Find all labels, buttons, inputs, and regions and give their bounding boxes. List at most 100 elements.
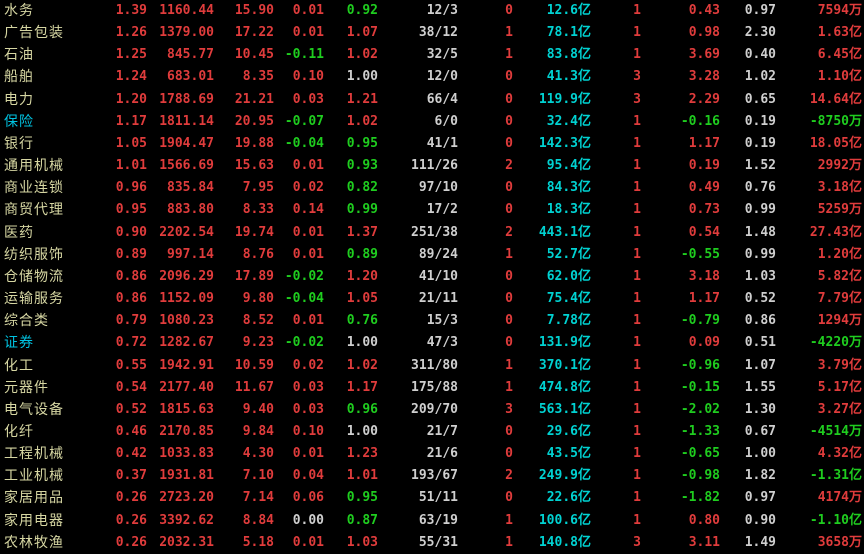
sector-name: 证券 xyxy=(4,335,34,352)
cell: 0.89 xyxy=(346,246,378,262)
table-row[interactable]: 纺织服饰 0.89 997.14 8.76 0.01 0.89 89/24 1 52.7亿 1 -0… xyxy=(0,244,864,266)
table-row[interactable]: 工程机械 0.42 1033.83 4.30 0.01 1.23 21/6 0 43.5亿 1 -0… xyxy=(0,443,864,465)
cell: 0.76 xyxy=(346,313,378,329)
cell: 29.6亿 xyxy=(546,423,591,439)
cell: 21.21 xyxy=(234,91,274,107)
cell: 95.4亿 xyxy=(546,158,591,174)
cell: 7.10 xyxy=(242,468,274,484)
cell: 1379.00 xyxy=(159,25,214,41)
cell: -4514万 xyxy=(809,423,862,439)
cell: 1 xyxy=(633,379,641,395)
cell: 2 xyxy=(505,158,513,174)
cell: 0.93 xyxy=(346,158,378,174)
cell: 15/3 xyxy=(426,313,458,329)
cell: 100.6亿 xyxy=(538,512,591,528)
table-row[interactable]: 综合类 0.79 1080.23 8.52 0.01 0.76 15/3 0 7.78亿 1 -0.… xyxy=(0,310,864,332)
cell: 1904.47 xyxy=(159,135,214,151)
sector-name: 综合类 xyxy=(4,313,49,330)
cell: 3 xyxy=(633,534,641,550)
cell: 0 xyxy=(505,313,513,329)
table-row[interactable]: 农林牧渔 0.26 2032.31 5.18 0.01 1.03 55/31 1 140.8亿 3… xyxy=(0,532,864,554)
cell: 1931.81 xyxy=(159,468,214,484)
cell: 1.30 xyxy=(744,401,776,417)
cell: 474.8亿 xyxy=(538,379,591,395)
sector-name: 家居用品 xyxy=(4,490,64,507)
cell: 5.17亿 xyxy=(817,379,862,395)
cell: 0.03 xyxy=(292,91,324,107)
cell: 1.01 xyxy=(346,468,378,484)
table-row[interactable]: 化工 0.55 1942.91 10.59 0.02 1.02 311/80 1 370.1亿 1… xyxy=(0,355,864,377)
table-row[interactable]: 广告包装 1.26 1379.00 17.22 0.01 1.07 38/12 1 78.1亿 1… xyxy=(0,22,864,44)
table-row[interactable]: 石油 1.25 845.77 10.45 -0.11 1.02 32/5 1 83.8亿 1 3.6… xyxy=(0,44,864,66)
cell: 1.02 xyxy=(346,47,378,63)
cell: 0.02 xyxy=(292,357,324,373)
cell: -0.04 xyxy=(284,291,324,307)
table-row[interactable]: 家用电器 0.26 3392.62 8.84 0.00 0.87 63/19 1 100.6亿 1… xyxy=(0,510,864,532)
cell: 1 xyxy=(633,47,641,63)
cell: 0.67 xyxy=(744,423,776,439)
cell: 0.01 xyxy=(292,313,324,329)
cell: 27.43亿 xyxy=(809,224,862,240)
cell: 1 xyxy=(633,224,641,240)
cell: 1.05 xyxy=(346,291,378,307)
cell: 6/0 xyxy=(434,113,458,129)
sector-name: 通用机械 xyxy=(4,158,64,175)
table-row[interactable]: 商业连锁 0.96 835.84 7.95 0.02 0.82 97/10 0 84.3亿 1 0.… xyxy=(0,177,864,199)
table-row[interactable]: 医药 0.90 2202.54 19.74 0.01 1.37 251/38 2 443.1亿 1… xyxy=(0,222,864,244)
table-row[interactable]: 化纤 0.46 2170.85 9.84 0.10 1.00 21/7 0 29.6亿 1 -1.3… xyxy=(0,421,864,443)
table-row[interactable]: 保险 1.17 1811.14 20.95 -0.07 1.02 6/0 0 32.4亿 1 -0.… xyxy=(0,111,864,133)
sector-name: 工程机械 xyxy=(4,446,64,463)
cell: 1.49 xyxy=(744,534,776,550)
table-row[interactable]: 银行 1.05 1904.47 19.88 -0.04 0.95 41/1 0 142.3亿 1 1… xyxy=(0,133,864,155)
table-row[interactable]: 家居用品 0.26 2723.20 7.14 0.06 0.95 51/11 0 22.6亿 1 -… xyxy=(0,487,864,509)
table-row[interactable]: 元器件 0.54 2177.40 11.67 0.03 1.17 175/88 1 474.8亿… xyxy=(0,377,864,399)
cell: 683.01 xyxy=(167,69,214,85)
cell: -0.15 xyxy=(680,379,720,395)
cell: 2723.20 xyxy=(159,490,214,506)
sector-name: 纺织服饰 xyxy=(4,246,64,263)
sector-name: 电力 xyxy=(4,91,34,108)
cell: 15.90 xyxy=(234,3,274,18)
cell: 1 xyxy=(633,291,641,307)
cell: 1.23 xyxy=(346,446,378,462)
cell: 7594万 xyxy=(817,3,862,18)
cell: 1 xyxy=(633,113,641,129)
table-row[interactable]: 电气设备 0.52 1815.63 9.40 0.03 0.96 209/70 3 563.1亿… xyxy=(0,399,864,421)
cell: 2202.54 xyxy=(159,224,214,240)
cell: 0 xyxy=(505,91,513,107)
cell: 0.01 xyxy=(292,3,324,18)
sector-name: 元器件 xyxy=(4,379,49,396)
cell: 1 xyxy=(633,25,641,41)
table-row[interactable]: 水务 1.39 1160.44 15.90 0.01 0.92 12/3 0 12.6亿 1 0.4… xyxy=(0,0,864,22)
table-row[interactable]: 船舶 1.24 683.01 8.35 0.10 1.00 12/0 0 41.3亿 3 3.28 1… xyxy=(0,66,864,88)
cell: 1.02 xyxy=(346,113,378,129)
cell: 1811.14 xyxy=(159,113,214,129)
cell: 18.05亿 xyxy=(809,135,862,151)
cell: 1.02 xyxy=(346,357,378,373)
table-row[interactable]: 工业机械 0.37 1931.81 7.10 0.04 1.01 193/67 2 249.9亿… xyxy=(0,465,864,487)
cell: 3.18 xyxy=(688,268,720,284)
cell: 41.3亿 xyxy=(546,69,591,85)
cell: 0.86 xyxy=(744,313,776,329)
cell: 0.26 xyxy=(115,534,147,550)
cell: 1.01 xyxy=(115,158,147,174)
cell: 0.52 xyxy=(115,401,147,417)
cell: -0.02 xyxy=(284,335,324,351)
table-row[interactable]: 商贸代理 0.95 883.80 8.33 0.14 0.99 17/2 0 18.3亿 1 0.7… xyxy=(0,199,864,221)
table-row[interactable]: 运输服务 0.86 1152.09 9.80 -0.04 1.05 21/11 0 75.4亿 1… xyxy=(0,288,864,310)
cell: 2 xyxy=(505,468,513,484)
cell: 0.37 xyxy=(115,468,147,484)
table-row[interactable]: 电力 1.20 1788.69 21.21 0.03 1.21 66/4 0 119.9亿 3 2.… xyxy=(0,89,864,111)
cell: 1.26 xyxy=(115,25,147,41)
cell: 0.86 xyxy=(115,291,147,307)
cell: 0.76 xyxy=(744,180,776,196)
table-row[interactable]: 通用机械 1.01 1566.69 15.63 0.01 0.93 111/26 2 95.4亿… xyxy=(0,155,864,177)
cell: 0.97 xyxy=(744,490,776,506)
table-row[interactable]: 证券 0.72 1282.67 9.23 -0.02 1.00 47/3 0 131.9亿 1 0.… xyxy=(0,332,864,354)
cell: 1 xyxy=(633,490,641,506)
cell: 0.80 xyxy=(688,512,720,528)
cell: 3 xyxy=(505,401,513,417)
table-row[interactable]: 仓储物流 0.86 2096.29 17.89 -0.02 1.20 41/10 0 62.0亿… xyxy=(0,266,864,288)
cell: 209/70 xyxy=(411,401,458,417)
